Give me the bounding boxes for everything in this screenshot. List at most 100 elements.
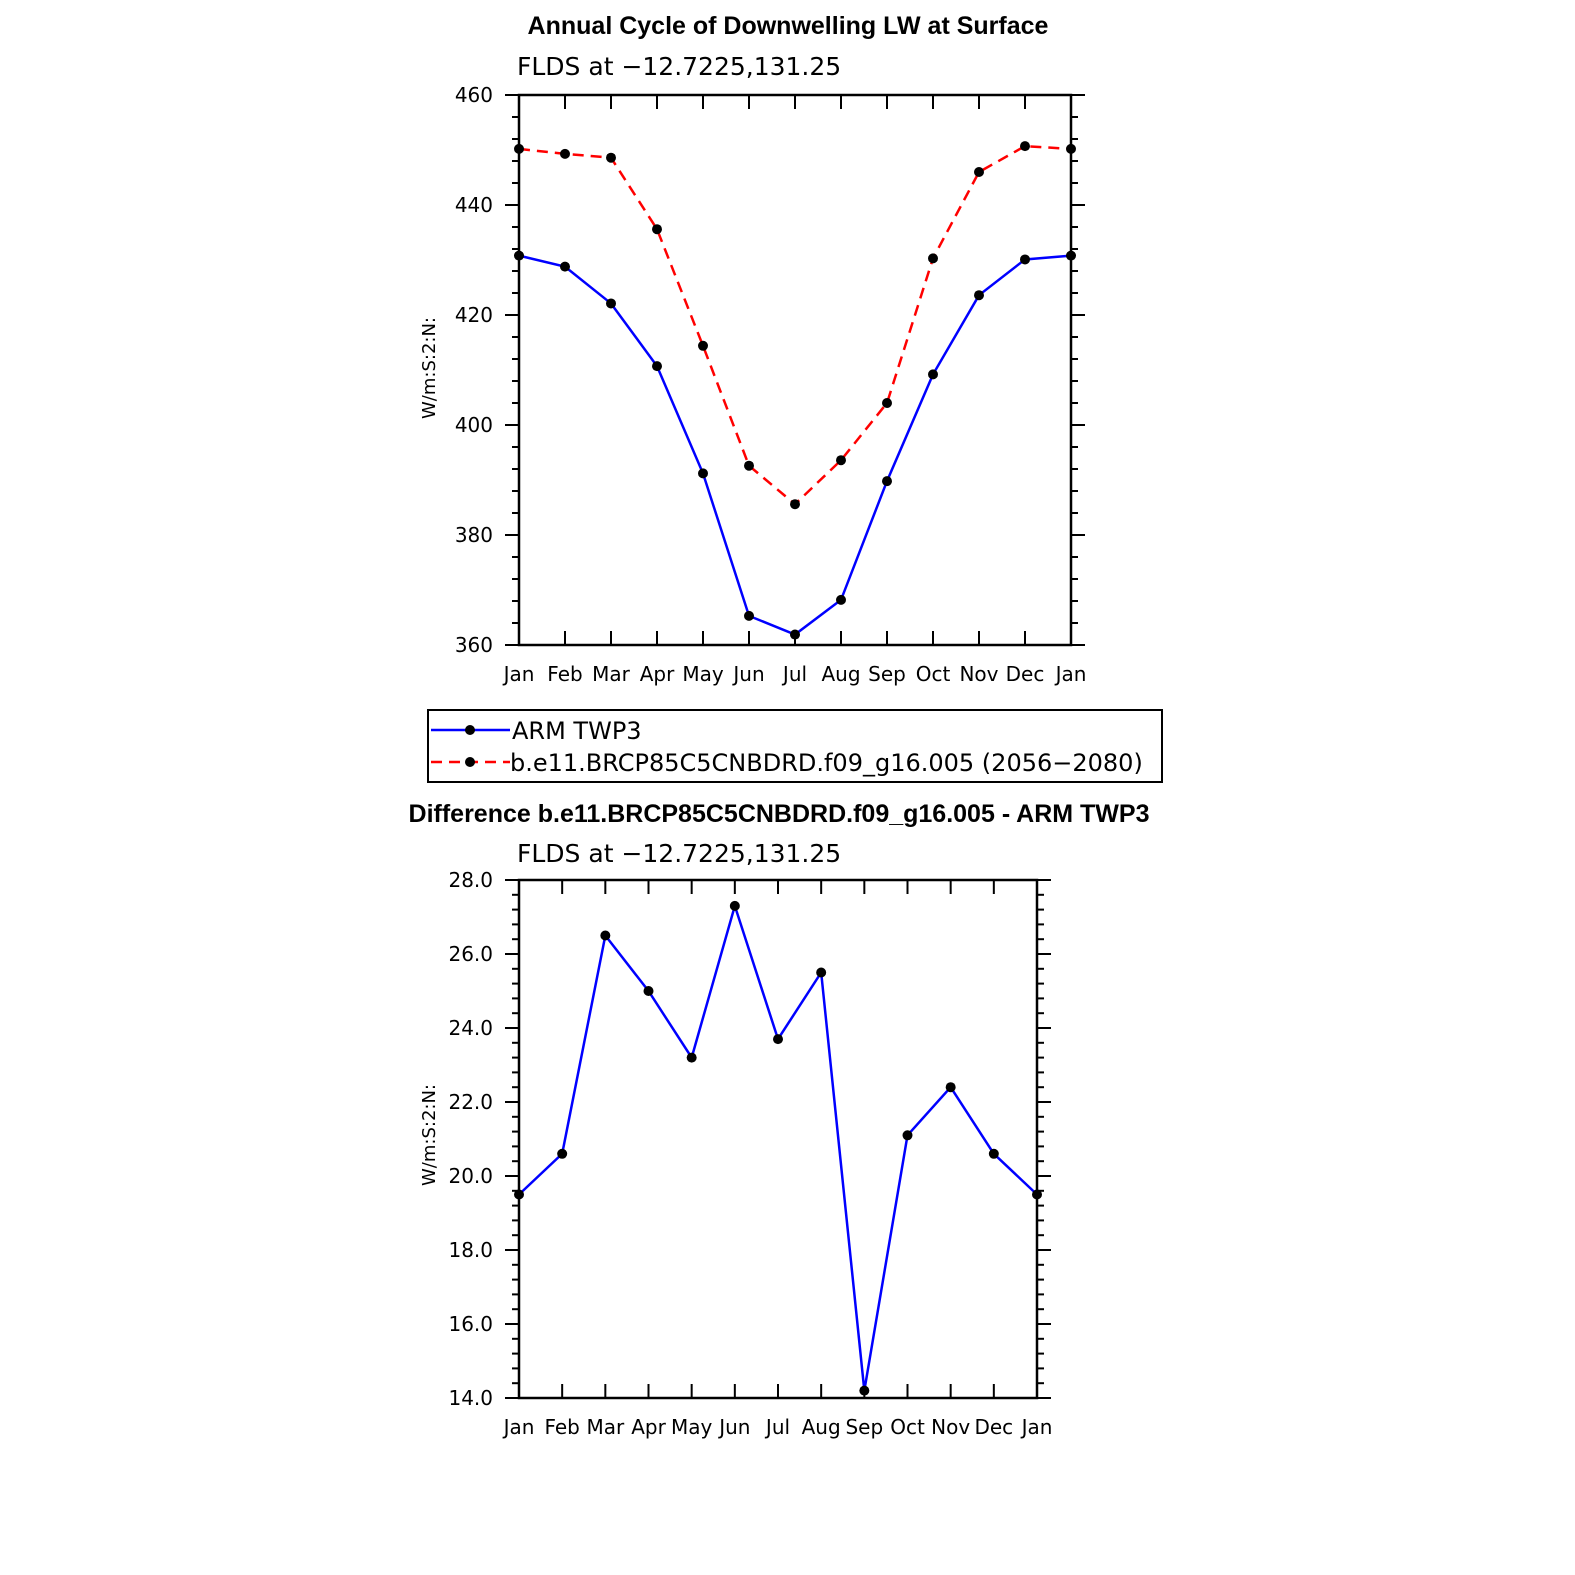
y-tick-label: 26.0	[448, 942, 493, 966]
x-tick-label: Mar	[586, 1415, 625, 1439]
chart2-subtitle: FLDS at −12.7225,131.25	[517, 839, 841, 868]
chart1-ylabel: W/m:S:2:N:	[419, 317, 440, 419]
data-point-series-2	[928, 253, 938, 264]
chart2-title: Difference b.e11.BRCP85C5CNBDRD.f09_g16.…	[409, 800, 1150, 828]
data-point-series-1	[773, 1034, 783, 1045]
data-point-series-1	[974, 290, 984, 301]
data-point-series-1	[652, 361, 662, 372]
x-tick-label: Mar	[592, 662, 631, 686]
y-tick-label: 360	[455, 633, 493, 657]
x-tick-label: Aug	[802, 1415, 841, 1439]
data-point-series-2	[882, 398, 892, 408]
data-point-series-2	[698, 340, 708, 351]
legend-label-series-2: b.e11.BRCP85C5CNBDRD.f09_g16.005 (2056−2…	[510, 749, 1143, 777]
data-point-series-2	[560, 148, 570, 159]
chart1-title: Annual Cycle of Downwelling LW at Surfac…	[528, 12, 1049, 40]
data-point-series-1	[1032, 1189, 1042, 1200]
data-point-series-2	[606, 152, 616, 163]
data-point-series-1	[859, 1385, 870, 1396]
data-point-series-1	[686, 1052, 697, 1063]
x-tick-label: Jan	[1054, 662, 1087, 686]
data-point-series-1	[928, 369, 938, 380]
x-tick-label: Jul	[764, 1415, 790, 1439]
data-point-series-2	[836, 455, 846, 466]
data-point-series-2	[514, 143, 524, 154]
x-tick-label: Jan	[502, 662, 535, 686]
x-tick-label: Aug	[821, 662, 860, 686]
data-point-series-2	[744, 460, 754, 471]
data-point-series-1	[560, 261, 570, 272]
data-point-series-1	[643, 986, 654, 996]
data-point-series-1	[698, 468, 708, 479]
x-tick-label: Jan	[502, 1415, 535, 1439]
y-tick-label: 28.0	[448, 868, 493, 892]
data-point-series-1	[882, 476, 892, 487]
data-point-series-1	[744, 610, 754, 621]
legend-marker-series-2	[465, 757, 475, 767]
x-tick-label: Sep	[845, 1415, 883, 1439]
x-tick-label: Sep	[868, 662, 906, 686]
data-point-series-1	[790, 629, 800, 640]
data-point-series-1	[1020, 254, 1030, 265]
data-point-series-1	[816, 967, 827, 978]
data-point-series-2	[652, 224, 662, 235]
x-tick-label: Oct	[890, 1415, 925, 1439]
y-tick-label: 20.0	[448, 1164, 493, 1188]
y-tick-label: 18.0	[448, 1238, 493, 1262]
chart1-subtitle: FLDS at −12.7225,131.25	[517, 52, 841, 81]
x-tick-label: Oct	[916, 662, 951, 686]
data-point-series-1	[600, 930, 611, 941]
x-tick-label: Jan	[1020, 1415, 1053, 1439]
x-tick-label: Feb	[544, 1415, 579, 1439]
data-point-series-1	[836, 594, 846, 605]
y-tick-label: 16.0	[448, 1312, 493, 1336]
data-point-series-1	[988, 1148, 999, 1159]
x-tick-label: Jul	[781, 662, 807, 686]
y-tick-label: 460	[455, 83, 493, 107]
chart1-plot-frame	[517, 93, 1073, 647]
data-point-series-1	[1066, 250, 1076, 261]
data-point-series-1	[557, 1148, 568, 1159]
data-point-series-1	[514, 250, 524, 261]
x-tick-label: Nov	[959, 662, 998, 686]
x-tick-label: May	[682, 662, 724, 686]
y-tick-label: 400	[455, 413, 493, 437]
y-tick-label: 440	[455, 193, 493, 217]
annual-cycle-chart: Annual Cycle of Downwelling LW at Surfac…	[419, 12, 1086, 686]
x-tick-label: Dec	[1006, 662, 1045, 686]
x-tick-label: Feb	[547, 662, 582, 686]
x-tick-label: Dec	[974, 1415, 1013, 1439]
data-point-series-2	[1020, 141, 1030, 152]
series-line-1	[518, 254, 1072, 636]
difference-chart: Difference b.e11.BRCP85C5CNBDRD.f09_g16.…	[409, 800, 1150, 1439]
data-point-series-1	[729, 900, 740, 911]
x-tick-label: Apr	[631, 1415, 666, 1439]
chart2-plot-frame	[517, 878, 1039, 1400]
legend-label-series-1: ARM TWP3	[512, 717, 642, 745]
y-tick-label: 24.0	[448, 1016, 493, 1040]
x-tick-label: Apr	[640, 662, 675, 686]
y-tick-label: 14.0	[448, 1386, 493, 1410]
data-point-series-2	[1066, 143, 1076, 154]
data-point-series-1	[514, 1189, 524, 1200]
x-tick-label: Nov	[931, 1415, 970, 1439]
chart2-marks: Jan Feb Mar Apr May Jun Jul Aug Sep Oct Nov Dec Jan 1…	[448, 868, 1052, 1439]
x-tick-label: Jun	[717, 1415, 750, 1439]
y-tick-label: 22.0	[448, 1090, 493, 1114]
x-tick-label: May	[671, 1415, 713, 1439]
series-line-1	[518, 901, 1038, 1391]
chart1-marks: Jan Feb Mar Apr May Jun Jul Aug Sep Oct Nov Dec Jan 3…	[455, 83, 1087, 686]
chart2-ylabel: W/m:S:2:N:	[419, 1084, 440, 1186]
data-point-series-1	[902, 1130, 913, 1141]
data-point-series-1	[945, 1082, 956, 1093]
data-point-series-2	[974, 167, 984, 177]
data-point-series-2	[790, 499, 800, 510]
x-tick-label: Jun	[731, 662, 764, 686]
legend-marker-series-1	[465, 725, 475, 735]
y-tick-label: 380	[455, 523, 493, 547]
y-tick-label: 420	[455, 303, 493, 327]
legend: ARM TWP3 b.e11.BRCP85C5CNBDRD.f09_g16.00…	[427, 709, 1163, 783]
legend-box	[427, 709, 1163, 783]
series-line-2	[518, 144, 1072, 506]
